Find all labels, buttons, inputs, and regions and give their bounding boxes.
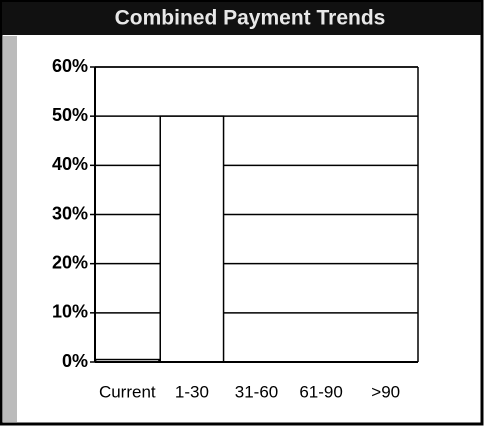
y-tick-label: 50% [52, 105, 88, 125]
y-tick-label: 60% [52, 56, 88, 76]
bar [159, 115, 225, 363]
x-tick-label: 61-90 [299, 382, 342, 401]
y-tick-label: 0% [62, 351, 88, 371]
x-tick-label: Current [99, 382, 156, 401]
x-tick-label: 31-60 [235, 382, 278, 401]
y-tick-label: 20% [52, 252, 88, 272]
y-tick-label: 10% [52, 302, 88, 322]
x-tick-label: >90 [371, 382, 400, 401]
title-bar [2, 2, 481, 35]
y-tick-label: 40% [52, 154, 88, 174]
x-tick-label: 1-30 [175, 382, 209, 401]
y-tick-label: 30% [52, 203, 88, 223]
left-edge [3, 36, 17, 422]
chart-title: Combined Payment Trends [115, 7, 386, 30]
